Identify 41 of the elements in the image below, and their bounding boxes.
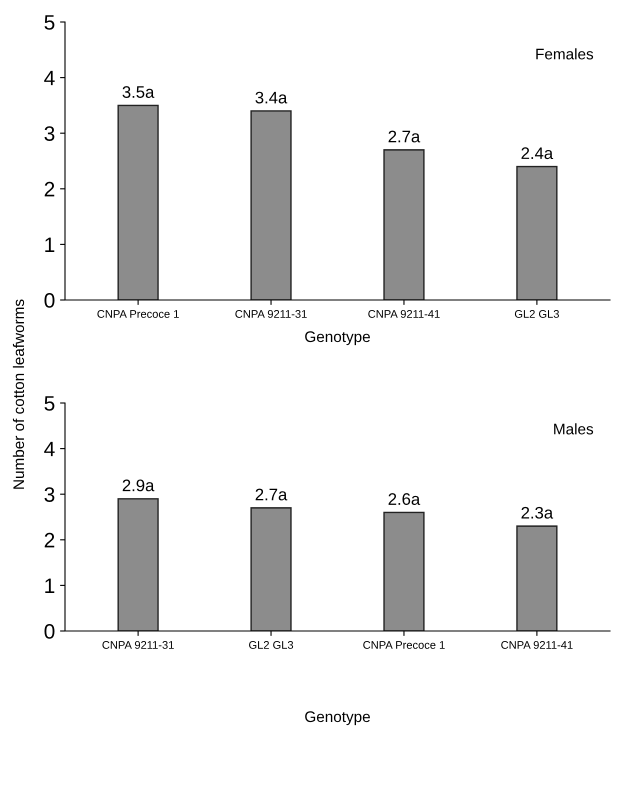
- y-tick-label: 1: [45, 238, 54, 252]
- y-tick-label: 4: [44, 442, 55, 456]
- y-tick-label: 0: [44, 624, 54, 639]
- data-label: 2.3a: [522, 506, 554, 519]
- x-tick-label: CNPA 9211-31: [235, 310, 307, 318]
- data-label: 2.9a: [122, 479, 154, 492]
- annotation: Females: [536, 48, 594, 60]
- bar: [383, 149, 425, 300]
- data-label: 2.7a: [388, 130, 420, 142]
- y-tick-label: 2: [44, 532, 54, 548]
- y-axis-title: Number of cotton leafworms: [12, 300, 24, 489]
- bar: [250, 507, 292, 631]
- x-axis-title: Genotype: [305, 331, 370, 346]
- bar: [516, 166, 558, 300]
- x-tick-label: CNPA Precoce 1: [97, 310, 179, 318]
- y-tick-label: 4: [44, 70, 55, 86]
- data-label: 3.5a: [122, 86, 154, 98]
- x-tick-label: GL2 GL3: [249, 641, 294, 649]
- y-tick-label: 3: [44, 487, 54, 502]
- bar: [117, 498, 159, 631]
- data-label: 2.6a: [388, 493, 420, 505]
- x-axis-title: Genotype: [305, 711, 370, 726]
- y-tick-label: 5: [44, 396, 54, 411]
- y-tick-label: 0: [44, 293, 54, 308]
- data-label: 2.7a: [256, 488, 288, 500]
- data-label: 3.4a: [255, 92, 288, 104]
- x-tick-label: CNPA Precoce 1: [363, 641, 445, 649]
- x-tick-label: CNPA 9211-41: [501, 641, 573, 649]
- annotation: Males: [554, 423, 594, 434]
- bar: [516, 525, 558, 631]
- bar: [383, 512, 425, 631]
- x-tick-label: CNPA 9211-41: [368, 310, 440, 318]
- y-tick-label: 1: [45, 578, 54, 593]
- y-tick-label: 5: [44, 15, 54, 30]
- data-label: 2.4a: [522, 147, 554, 160]
- x-tick-label: GL2 GL3: [514, 310, 559, 318]
- x-tick-label: CNPA 9211-31: [102, 641, 174, 649]
- y-tick-label: 3: [44, 126, 54, 141]
- y-tick-label: 2: [44, 182, 54, 196]
- bar: [250, 110, 292, 300]
- bar: [117, 104, 159, 300]
